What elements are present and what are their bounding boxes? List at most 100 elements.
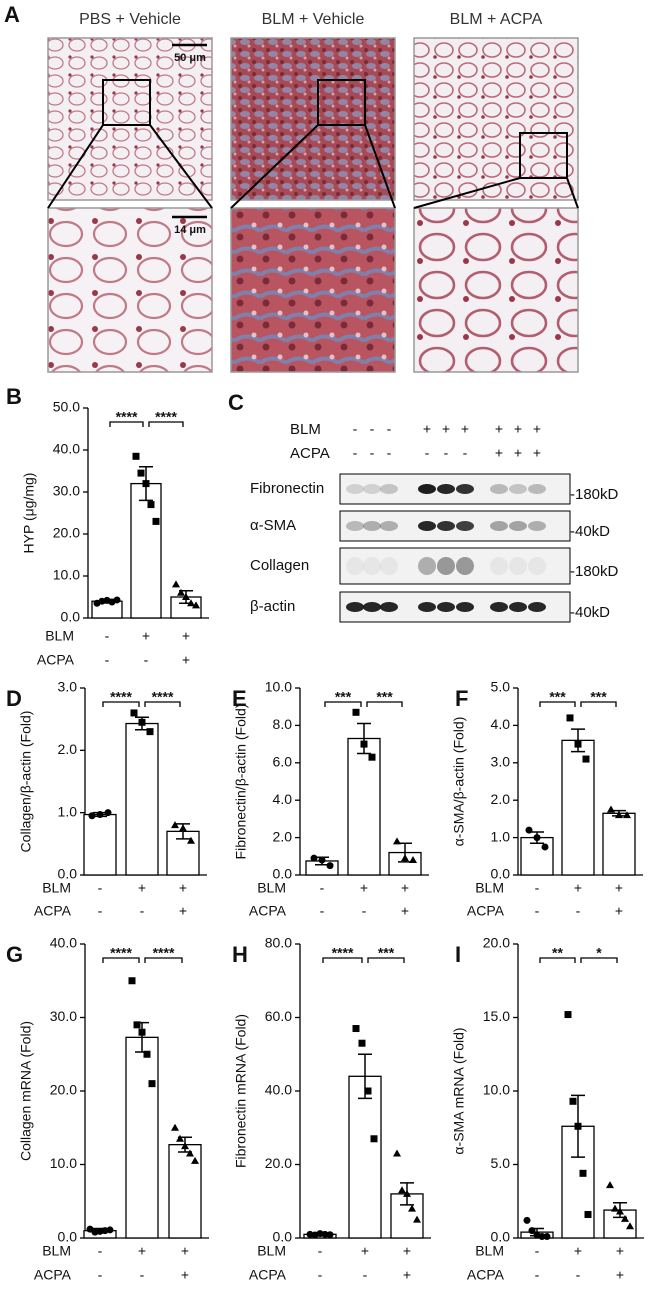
data-point — [352, 708, 360, 716]
size-label: -40kD — [570, 604, 610, 621]
data-point — [321, 1230, 329, 1238]
condition-sign: + — [360, 880, 368, 896]
blot-band — [456, 602, 474, 612]
y-tick-label: 0.0 — [273, 1229, 293, 1245]
significance-label: **** — [116, 409, 138, 425]
blot-band — [346, 602, 364, 612]
data-point — [143, 1050, 151, 1058]
bar — [348, 1075, 382, 1239]
data-point — [182, 593, 190, 600]
treatment-sign: + — [514, 445, 522, 461]
treatment-label: ACPA — [290, 445, 330, 462]
blot-band — [380, 557, 398, 575]
y-tick-label: 40.0 — [53, 441, 80, 457]
y-tick-label: 15.0 — [483, 1008, 510, 1024]
condition-sign: - — [105, 652, 110, 668]
blot-band — [528, 521, 546, 531]
data-point — [398, 1186, 406, 1194]
condition-label: BLM — [257, 880, 286, 896]
data-point — [574, 740, 582, 748]
panel-letter: D — [6, 686, 22, 711]
condition-label: ACPA — [249, 1267, 287, 1283]
data-point — [187, 836, 195, 844]
significance-label: **** — [110, 689, 132, 705]
micrograph-zoom — [47, 207, 213, 373]
treatment-sign: + — [533, 421, 541, 437]
y-tick-label: 4.0 — [491, 716, 511, 732]
data-point — [525, 826, 533, 834]
data-point — [564, 1011, 572, 1019]
bar — [83, 813, 117, 876]
bar — [602, 812, 636, 876]
y-tick-label: 5.0 — [491, 1155, 511, 1171]
panel-letter: F — [455, 686, 468, 711]
condition-sign: + — [616, 1267, 624, 1283]
data-point — [541, 843, 549, 851]
y-axis-label: Collagen mRNA (Fold) — [18, 1021, 34, 1161]
data-point — [615, 811, 623, 819]
condition-sign: - — [140, 903, 145, 919]
condition-label: ACPA — [34, 1267, 72, 1283]
blot-band — [528, 557, 546, 575]
data-point — [370, 1135, 378, 1143]
significance-label: *** — [590, 689, 607, 705]
condition-label: ACPA — [249, 903, 287, 919]
y-tick-label: 3.0 — [491, 754, 511, 770]
data-point — [146, 728, 154, 736]
blot-strip — [339, 547, 571, 585]
significance-bracket — [580, 701, 617, 707]
data-point — [523, 1216, 531, 1224]
data-point — [186, 1149, 194, 1157]
size-label: -180kD — [570, 563, 619, 580]
condition-sign: + — [138, 1243, 146, 1259]
significance-label: *** — [378, 945, 395, 961]
data-point — [569, 1097, 577, 1105]
protein-label: β-actin — [250, 598, 295, 615]
y-axis-label: Fibronectin/β-actin (Fold) — [233, 704, 249, 860]
significance-bracket — [324, 701, 362, 707]
condition-sign: - — [318, 1267, 323, 1283]
bar — [125, 1036, 159, 1239]
data-point — [171, 1123, 179, 1131]
data-point — [192, 601, 200, 609]
blot-strip — [339, 473, 571, 505]
condition-sign: + — [181, 1267, 189, 1283]
condition-label: BLM — [257, 1243, 286, 1259]
significance-bracket — [144, 701, 181, 707]
data-point — [611, 1204, 619, 1212]
y-tick-label: 30.0 — [50, 1008, 77, 1024]
significance-bracket — [144, 957, 183, 963]
condition-sign: + — [138, 880, 146, 896]
data-point — [88, 812, 96, 820]
blot-band — [528, 484, 546, 494]
data-point — [621, 1214, 629, 1222]
significance-label: **** — [153, 945, 175, 961]
condition-sign: - — [105, 628, 110, 644]
condition-sign: + — [403, 1243, 411, 1259]
treatment-sign: + — [495, 445, 503, 461]
y-tick-label: 40.0 — [50, 935, 77, 951]
significance-bracket — [366, 701, 403, 707]
blot-band — [380, 521, 398, 531]
blot-band — [418, 557, 436, 575]
data-point — [574, 1122, 582, 1130]
panel-letter: A — [4, 2, 20, 27]
condition-sign: + — [182, 652, 190, 668]
protein-label: α-SMA — [250, 517, 296, 534]
data-point — [104, 809, 112, 817]
significance-label: *** — [549, 689, 566, 705]
blot-band — [490, 602, 508, 612]
data-point — [579, 1169, 587, 1177]
blot-band — [363, 484, 381, 494]
condition-sign: + — [361, 1243, 369, 1259]
condition-label: BLM — [42, 880, 71, 896]
condition-sign: - — [320, 903, 325, 919]
data-point — [128, 977, 136, 985]
data-point — [582, 755, 590, 763]
y-tick-label: 1.0 — [58, 803, 78, 819]
y-tick-label: 20.0 — [265, 1155, 292, 1171]
significance-bracket — [367, 957, 405, 963]
treatment-sign: + — [423, 421, 431, 437]
blot-band — [437, 557, 455, 575]
data-point — [364, 1087, 372, 1095]
